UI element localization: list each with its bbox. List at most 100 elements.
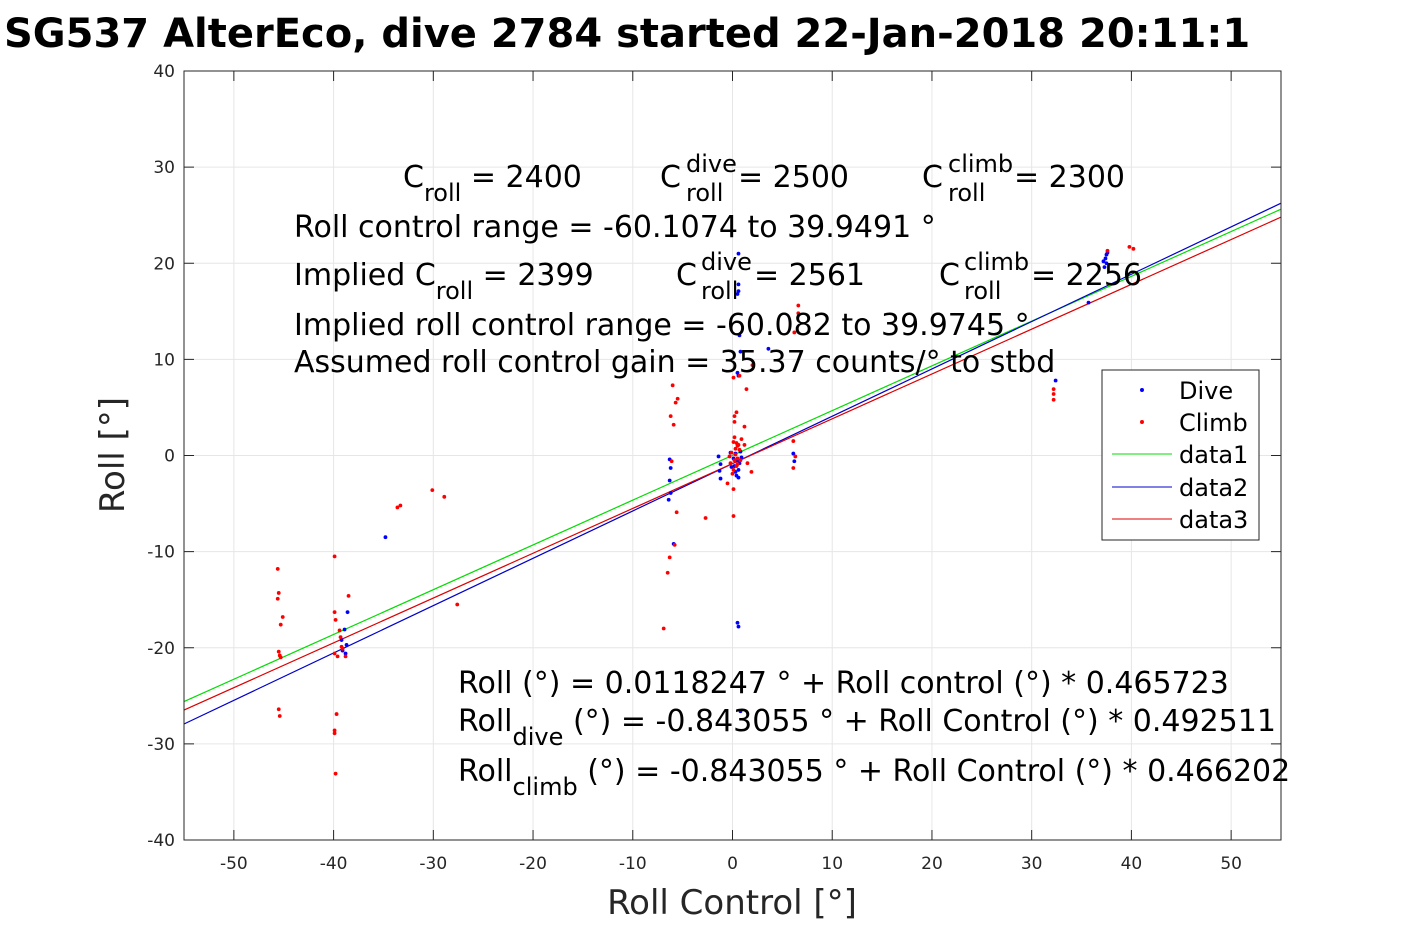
top-annotations: Croll = 2400 C dive roll = 2500 C climb … bbox=[294, 145, 1142, 380]
climb-point bbox=[749, 469, 754, 474]
dive-point bbox=[342, 627, 347, 632]
climb-point bbox=[338, 635, 343, 640]
climb-point bbox=[671, 422, 676, 427]
climb-point bbox=[332, 731, 337, 736]
climb-point bbox=[703, 516, 708, 520]
climb-point bbox=[1051, 392, 1056, 396]
dive-point bbox=[738, 349, 743, 354]
y-tick-label: -30 bbox=[147, 735, 175, 755]
climb-point bbox=[731, 440, 736, 444]
climb-point bbox=[791, 439, 796, 443]
dive-point bbox=[738, 709, 743, 714]
dive-point bbox=[1053, 378, 1058, 383]
y-tick-label: 10 bbox=[153, 350, 175, 370]
climb-point bbox=[732, 458, 737, 463]
climb-point bbox=[670, 383, 675, 388]
dive-point bbox=[1101, 259, 1106, 264]
climb-point bbox=[793, 454, 798, 459]
legend-box bbox=[1101, 369, 1260, 541]
annotation-fit-all: Roll (°) = 0.0118247 ° + Roll control (°… bbox=[458, 666, 1229, 701]
dive-point bbox=[345, 610, 350, 615]
dive-point bbox=[1104, 261, 1109, 266]
legend: Dive Climb data1 data2 data3 bbox=[1101, 369, 1260, 541]
dive-point bbox=[736, 475, 741, 480]
dive-point bbox=[339, 638, 344, 642]
dive-point bbox=[736, 624, 741, 629]
dive-point bbox=[666, 497, 671, 502]
climb-point bbox=[332, 554, 337, 559]
climb-point bbox=[733, 452, 738, 457]
legend-data2-label: data2 bbox=[1179, 474, 1248, 502]
dive-point bbox=[735, 370, 740, 375]
climb-point bbox=[276, 591, 281, 595]
legend-data1-label: data1 bbox=[1179, 441, 1248, 469]
annotation-c-roll-climb: C climb roll = 2300 bbox=[922, 145, 1125, 209]
climb-point bbox=[661, 626, 666, 631]
dive-point bbox=[343, 651, 348, 656]
legend-climb-label: Climb bbox=[1179, 409, 1248, 437]
dive-point bbox=[735, 292, 740, 296]
climb-point bbox=[398, 503, 403, 508]
climb-point bbox=[731, 514, 736, 518]
dive-point bbox=[668, 491, 673, 495]
climb-point bbox=[667, 555, 672, 560]
climb-point bbox=[455, 602, 460, 607]
dive-point bbox=[1103, 256, 1108, 261]
chart-title: SG537 AlterEco, dive 2784 started 22-Jan… bbox=[4, 11, 1250, 57]
dive-point bbox=[729, 465, 734, 469]
dive-point bbox=[736, 468, 741, 472]
dive-point bbox=[791, 451, 796, 456]
legend-data3-label: data3 bbox=[1179, 506, 1248, 534]
climb-point bbox=[275, 567, 280, 571]
legend-dive-label: Dive bbox=[1179, 377, 1233, 405]
x-tick-label: 30 bbox=[1021, 854, 1043, 874]
dive-point bbox=[344, 642, 349, 647]
climb-point bbox=[343, 654, 348, 659]
climb-point bbox=[276, 707, 281, 712]
x-axis-label: Roll Control [°] bbox=[607, 883, 857, 923]
climb-point bbox=[277, 714, 282, 718]
dive-point bbox=[668, 466, 673, 470]
climb-point bbox=[728, 461, 733, 466]
y-tick-label: 40 bbox=[153, 62, 175, 82]
climb-point bbox=[332, 651, 337, 656]
climb-point bbox=[737, 373, 742, 378]
climb-point bbox=[340, 646, 345, 651]
legend-climb-marker bbox=[1140, 420, 1144, 424]
x-tick-label: -10 bbox=[619, 854, 647, 874]
climb-point bbox=[742, 424, 747, 429]
plot-series bbox=[183, 202, 1282, 776]
climb-point bbox=[735, 456, 740, 461]
dive-point bbox=[1086, 300, 1091, 305]
climb-point bbox=[675, 396, 680, 401]
climb-point bbox=[1105, 248, 1110, 253]
dive-point bbox=[792, 459, 797, 464]
y-tick-label: -10 bbox=[147, 543, 175, 563]
y-tick-label: 20 bbox=[153, 254, 175, 274]
annotation-fit-climb: Rollclimb (°) = -0.843055 ° + Roll Contr… bbox=[458, 754, 1290, 801]
climb-point bbox=[332, 610, 337, 615]
climb-point bbox=[731, 375, 736, 380]
climb-point bbox=[430, 488, 435, 493]
dive-point bbox=[718, 476, 723, 481]
climb-point bbox=[745, 461, 750, 466]
climb-point bbox=[730, 471, 735, 476]
climb-point bbox=[669, 459, 674, 464]
climb-point bbox=[672, 542, 677, 547]
climb-point bbox=[792, 330, 797, 335]
dive-point bbox=[717, 468, 722, 473]
x-tick-label: -50 bbox=[220, 854, 248, 874]
climb-point bbox=[442, 494, 447, 499]
climb-point bbox=[332, 728, 337, 733]
annotation-fit-dive: Rolldive (°) = -0.843055 ° + Roll Contro… bbox=[458, 704, 1276, 751]
climb-point bbox=[1127, 245, 1132, 249]
x-tick-label: 40 bbox=[1121, 854, 1143, 874]
dive-point bbox=[736, 251, 741, 256]
climb-point bbox=[731, 468, 736, 472]
y-tick-label: 30 bbox=[153, 158, 175, 178]
climb-point bbox=[333, 617, 338, 622]
dive-point bbox=[737, 333, 742, 338]
climb-point bbox=[738, 458, 743, 463]
dive-point bbox=[667, 478, 672, 483]
dive-point bbox=[736, 289, 741, 294]
